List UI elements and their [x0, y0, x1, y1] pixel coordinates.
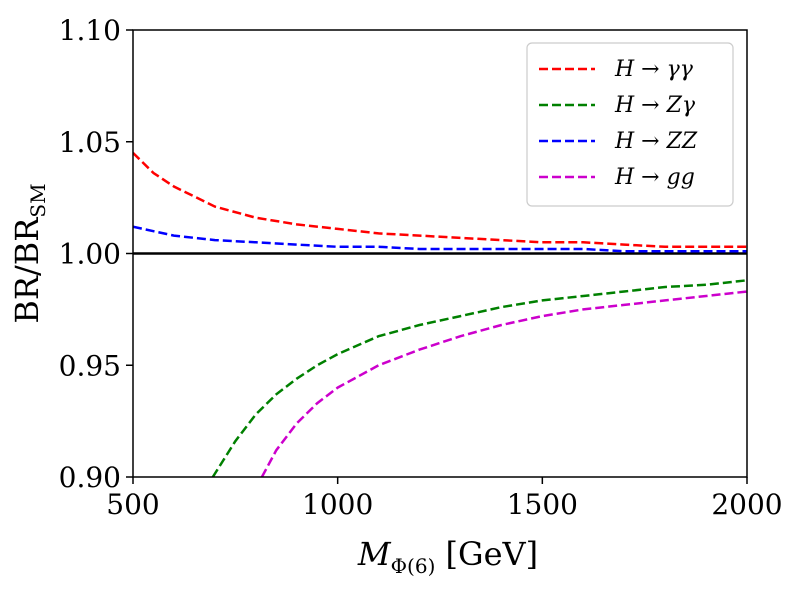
y-tick-label-0: 0.90	[59, 461, 121, 494]
legend: H → γγ H → Zγ H → ZZ H → gg	[526, 42, 734, 207]
series-line-2	[133, 225, 747, 253]
y-tick-label-1: 0.95	[59, 349, 121, 382]
x-tick-label-3: 2000	[711, 488, 782, 521]
plot-layer	[133, 152, 747, 477]
y-axis-label: BR/BRSM	[8, 183, 50, 323]
series-line-0	[133, 152, 747, 249]
y-tick-label-4: 1.10	[59, 14, 121, 47]
legend-label-1: H → Zγ	[614, 93, 696, 118]
x-tick-label-2: 1500	[507, 488, 578, 521]
x-axis-label: MΦ(6) [GeV]	[357, 535, 538, 578]
series-line-1	[211, 279, 747, 477]
legend-label-2: H → ZZ	[614, 129, 698, 154]
y-tick-label-3: 1.05	[59, 126, 121, 159]
series-group	[133, 152, 747, 477]
x-tick-label-1: 1000	[302, 488, 373, 521]
legend-label-0: H → γγ	[614, 57, 694, 82]
legend-label-3: H → gg	[614, 165, 695, 190]
legend-box	[526, 42, 734, 207]
x-tick-label-0: 500	[106, 488, 159, 521]
series-line-3	[260, 290, 747, 477]
axes-layer: 500 1000 1500 2000 0.90 0.95 1.00 1.05 1.10 MΦ(6)…	[8, 14, 783, 578]
y-tick-label-2: 1.00	[59, 238, 121, 271]
